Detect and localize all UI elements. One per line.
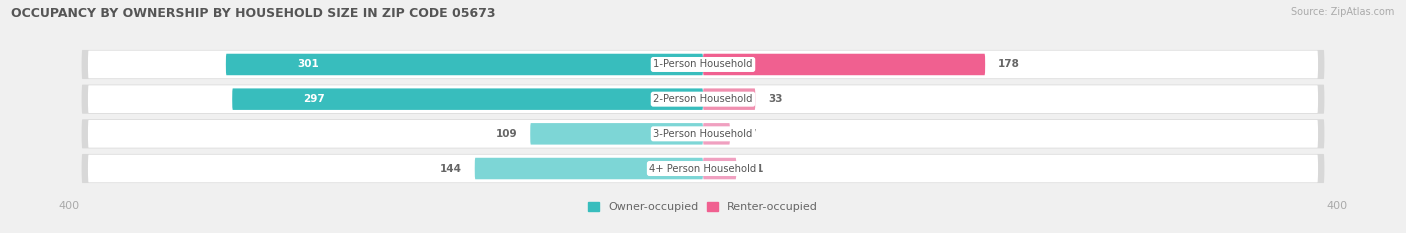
FancyBboxPatch shape (89, 120, 1317, 148)
Text: 2-Person Household: 2-Person Household (654, 94, 752, 104)
Text: 144: 144 (440, 164, 463, 174)
Text: 33: 33 (768, 94, 783, 104)
FancyBboxPatch shape (703, 54, 986, 75)
FancyBboxPatch shape (530, 123, 703, 145)
Text: 178: 178 (998, 59, 1019, 69)
Text: Source: ZipAtlas.com: Source: ZipAtlas.com (1291, 7, 1395, 17)
FancyBboxPatch shape (475, 158, 703, 179)
FancyBboxPatch shape (82, 50, 1324, 79)
FancyBboxPatch shape (82, 154, 1324, 183)
Legend: Owner-occupied, Renter-occupied: Owner-occupied, Renter-occupied (588, 202, 818, 212)
Text: 301: 301 (298, 59, 319, 69)
FancyBboxPatch shape (89, 51, 1317, 78)
Text: 297: 297 (302, 94, 325, 104)
FancyBboxPatch shape (226, 54, 703, 75)
Text: 17: 17 (742, 129, 758, 139)
Text: 21: 21 (749, 164, 763, 174)
FancyBboxPatch shape (89, 155, 1317, 182)
Text: 1-Person Household: 1-Person Household (654, 59, 752, 69)
Text: OCCUPANCY BY OWNERSHIP BY HOUSEHOLD SIZE IN ZIP CODE 05673: OCCUPANCY BY OWNERSHIP BY HOUSEHOLD SIZE… (11, 7, 496, 20)
FancyBboxPatch shape (89, 85, 1317, 113)
Text: 109: 109 (496, 129, 517, 139)
Text: 4+ Person Household: 4+ Person Household (650, 164, 756, 174)
FancyBboxPatch shape (82, 119, 1324, 148)
Text: 3-Person Household: 3-Person Household (654, 129, 752, 139)
FancyBboxPatch shape (703, 158, 737, 179)
FancyBboxPatch shape (703, 123, 730, 145)
FancyBboxPatch shape (232, 88, 703, 110)
FancyBboxPatch shape (82, 85, 1324, 114)
FancyBboxPatch shape (703, 88, 755, 110)
